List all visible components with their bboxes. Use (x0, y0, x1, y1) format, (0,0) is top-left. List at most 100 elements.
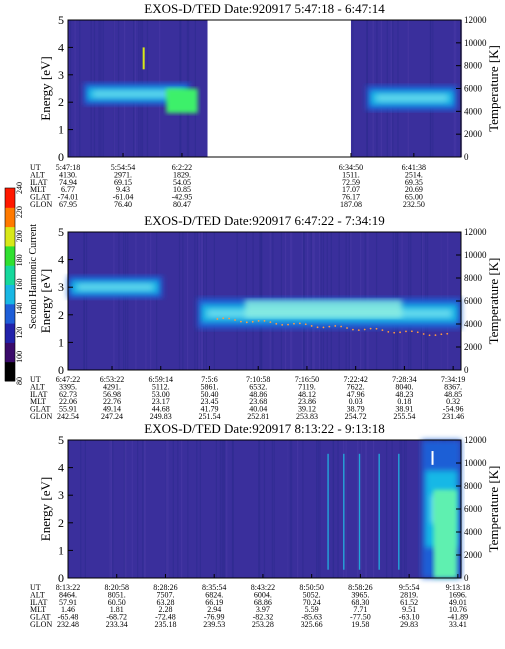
temperature-point (446, 332, 449, 335)
param-value: 57.91 (59, 598, 77, 607)
spectrogram-texture (144, 440, 146, 578)
param-value: 6.77 (61, 185, 75, 194)
param-value: 44.68 (152, 405, 170, 414)
y2-axis-label: Temperature [K] (486, 258, 501, 345)
param-value: 0.32 (446, 397, 460, 406)
temperature-point (222, 317, 225, 320)
y-tick-label: 3 (58, 68, 64, 82)
spectrogram-texture (385, 440, 388, 578)
spectrogram-texture (316, 440, 318, 578)
spectrogram-texture (372, 440, 375, 578)
colorbar-tick-label: 100 (15, 351, 24, 363)
param-row-label: GLON (30, 412, 52, 421)
flux-peak (244, 299, 403, 318)
param-value: 247.24 (101, 412, 123, 421)
param-value: 8:58:26 (348, 583, 372, 592)
param-value: 4291. (103, 382, 121, 391)
colorbar-tick-label: 140 (15, 303, 24, 315)
temperature-point (440, 333, 443, 336)
flux-stripe (327, 453, 329, 570)
param-value: 6:41:38 (402, 163, 426, 172)
param-value: 6:47:22 (56, 375, 80, 384)
param-row-label: ALT (30, 590, 45, 599)
panel-title: EXOS-D/TED Date:920917 8:13:22 - 9:13:18 (144, 421, 384, 436)
param-value: 5052. (303, 590, 321, 599)
temperature-point (422, 333, 425, 335)
spectrogram-texture (178, 232, 181, 370)
param-value: 23.68 (249, 397, 267, 406)
param-value: 6:2:22 (172, 163, 192, 172)
param-value: -61.04 (113, 193, 134, 202)
spectrogram-texture (287, 440, 289, 578)
spectrogram-texture (420, 440, 422, 578)
spectrogram-texture (180, 440, 183, 578)
spectrogram-texture (401, 440, 403, 578)
spectrogram-texture (74, 20, 76, 157)
param-value: 22.76 (103, 397, 121, 406)
colorbar-swatch (5, 207, 15, 228)
param-value: 5112. (152, 382, 170, 391)
param-value: 325.66 (301, 620, 323, 629)
temperature-point (287, 323, 289, 326)
param-value: 252.81 (247, 412, 269, 421)
colorbar-label: Second Harmonic Current (28, 224, 39, 329)
param-value: 8051. (108, 590, 126, 599)
param-value: 8040. (395, 382, 413, 391)
param-value: 7119. (298, 382, 316, 391)
param-value: 7:22:42 (343, 375, 367, 384)
spectrogram-texture (123, 440, 125, 578)
spectrogram-texture (332, 440, 334, 578)
param-value: 249.83 (150, 412, 172, 421)
param-value: 6824. (205, 590, 223, 599)
temperature-point (405, 330, 407, 333)
temperature-point (410, 330, 413, 333)
temperature-point (228, 317, 231, 320)
param-value: 68.86 (254, 598, 272, 607)
param-value: -76.99 (204, 613, 225, 622)
param-value: -42.95 (172, 193, 193, 202)
spectrogram-texture (333, 440, 335, 578)
spectrogram-texture (167, 440, 169, 578)
param-value: 29.83 (400, 620, 418, 629)
param-value: 8:28:26 (153, 583, 177, 592)
param-value: 7:16:50 (295, 375, 319, 384)
flux-band (366, 85, 458, 111)
param-value: 232.48 (57, 620, 79, 629)
flux-stripe (358, 453, 361, 570)
param-value: 5:47:18 (56, 163, 80, 172)
spectrogram-texture (187, 440, 189, 578)
param-value: 2.28 (158, 605, 172, 614)
colorbar-swatch (5, 226, 15, 247)
param-row-label: UT (30, 163, 41, 172)
temperature-point (363, 328, 366, 331)
data-gap (207, 20, 351, 157)
spectrogram-texture (80, 440, 82, 578)
param-row-label: UT (30, 583, 41, 592)
y-tick-label: 4 (58, 253, 64, 267)
temperature-point (263, 319, 266, 322)
param-value: 48.85 (444, 390, 462, 399)
param-value: 6532. (249, 382, 267, 391)
y-tick-label: 5 (58, 225, 64, 239)
y2-tick-label: 0 (464, 573, 469, 583)
spectrogram-texture (391, 440, 393, 578)
temperature-point (293, 322, 295, 325)
spectrogram-texture (110, 440, 113, 578)
spectrogram-texture (118, 232, 120, 370)
param-value: 74.94 (59, 178, 77, 187)
y-tick-label: 1 (58, 123, 64, 137)
param-value: -82.32 (253, 613, 274, 622)
flux-band (68, 276, 163, 299)
y2-tick-label: 2000 (464, 342, 483, 352)
param-value: 66.19 (205, 598, 223, 607)
param-row-label: GLON (30, 200, 52, 209)
spectrogram-texture (419, 440, 421, 578)
param-value: 8:13:22 (56, 583, 80, 592)
param-value: 50.40 (200, 390, 218, 399)
temperature-point (310, 325, 313, 327)
flux-spike (431, 451, 434, 465)
param-value: 233.34 (106, 620, 128, 629)
temperature-point (428, 334, 431, 337)
y2-axis-label: Temperature [K] (486, 466, 501, 553)
